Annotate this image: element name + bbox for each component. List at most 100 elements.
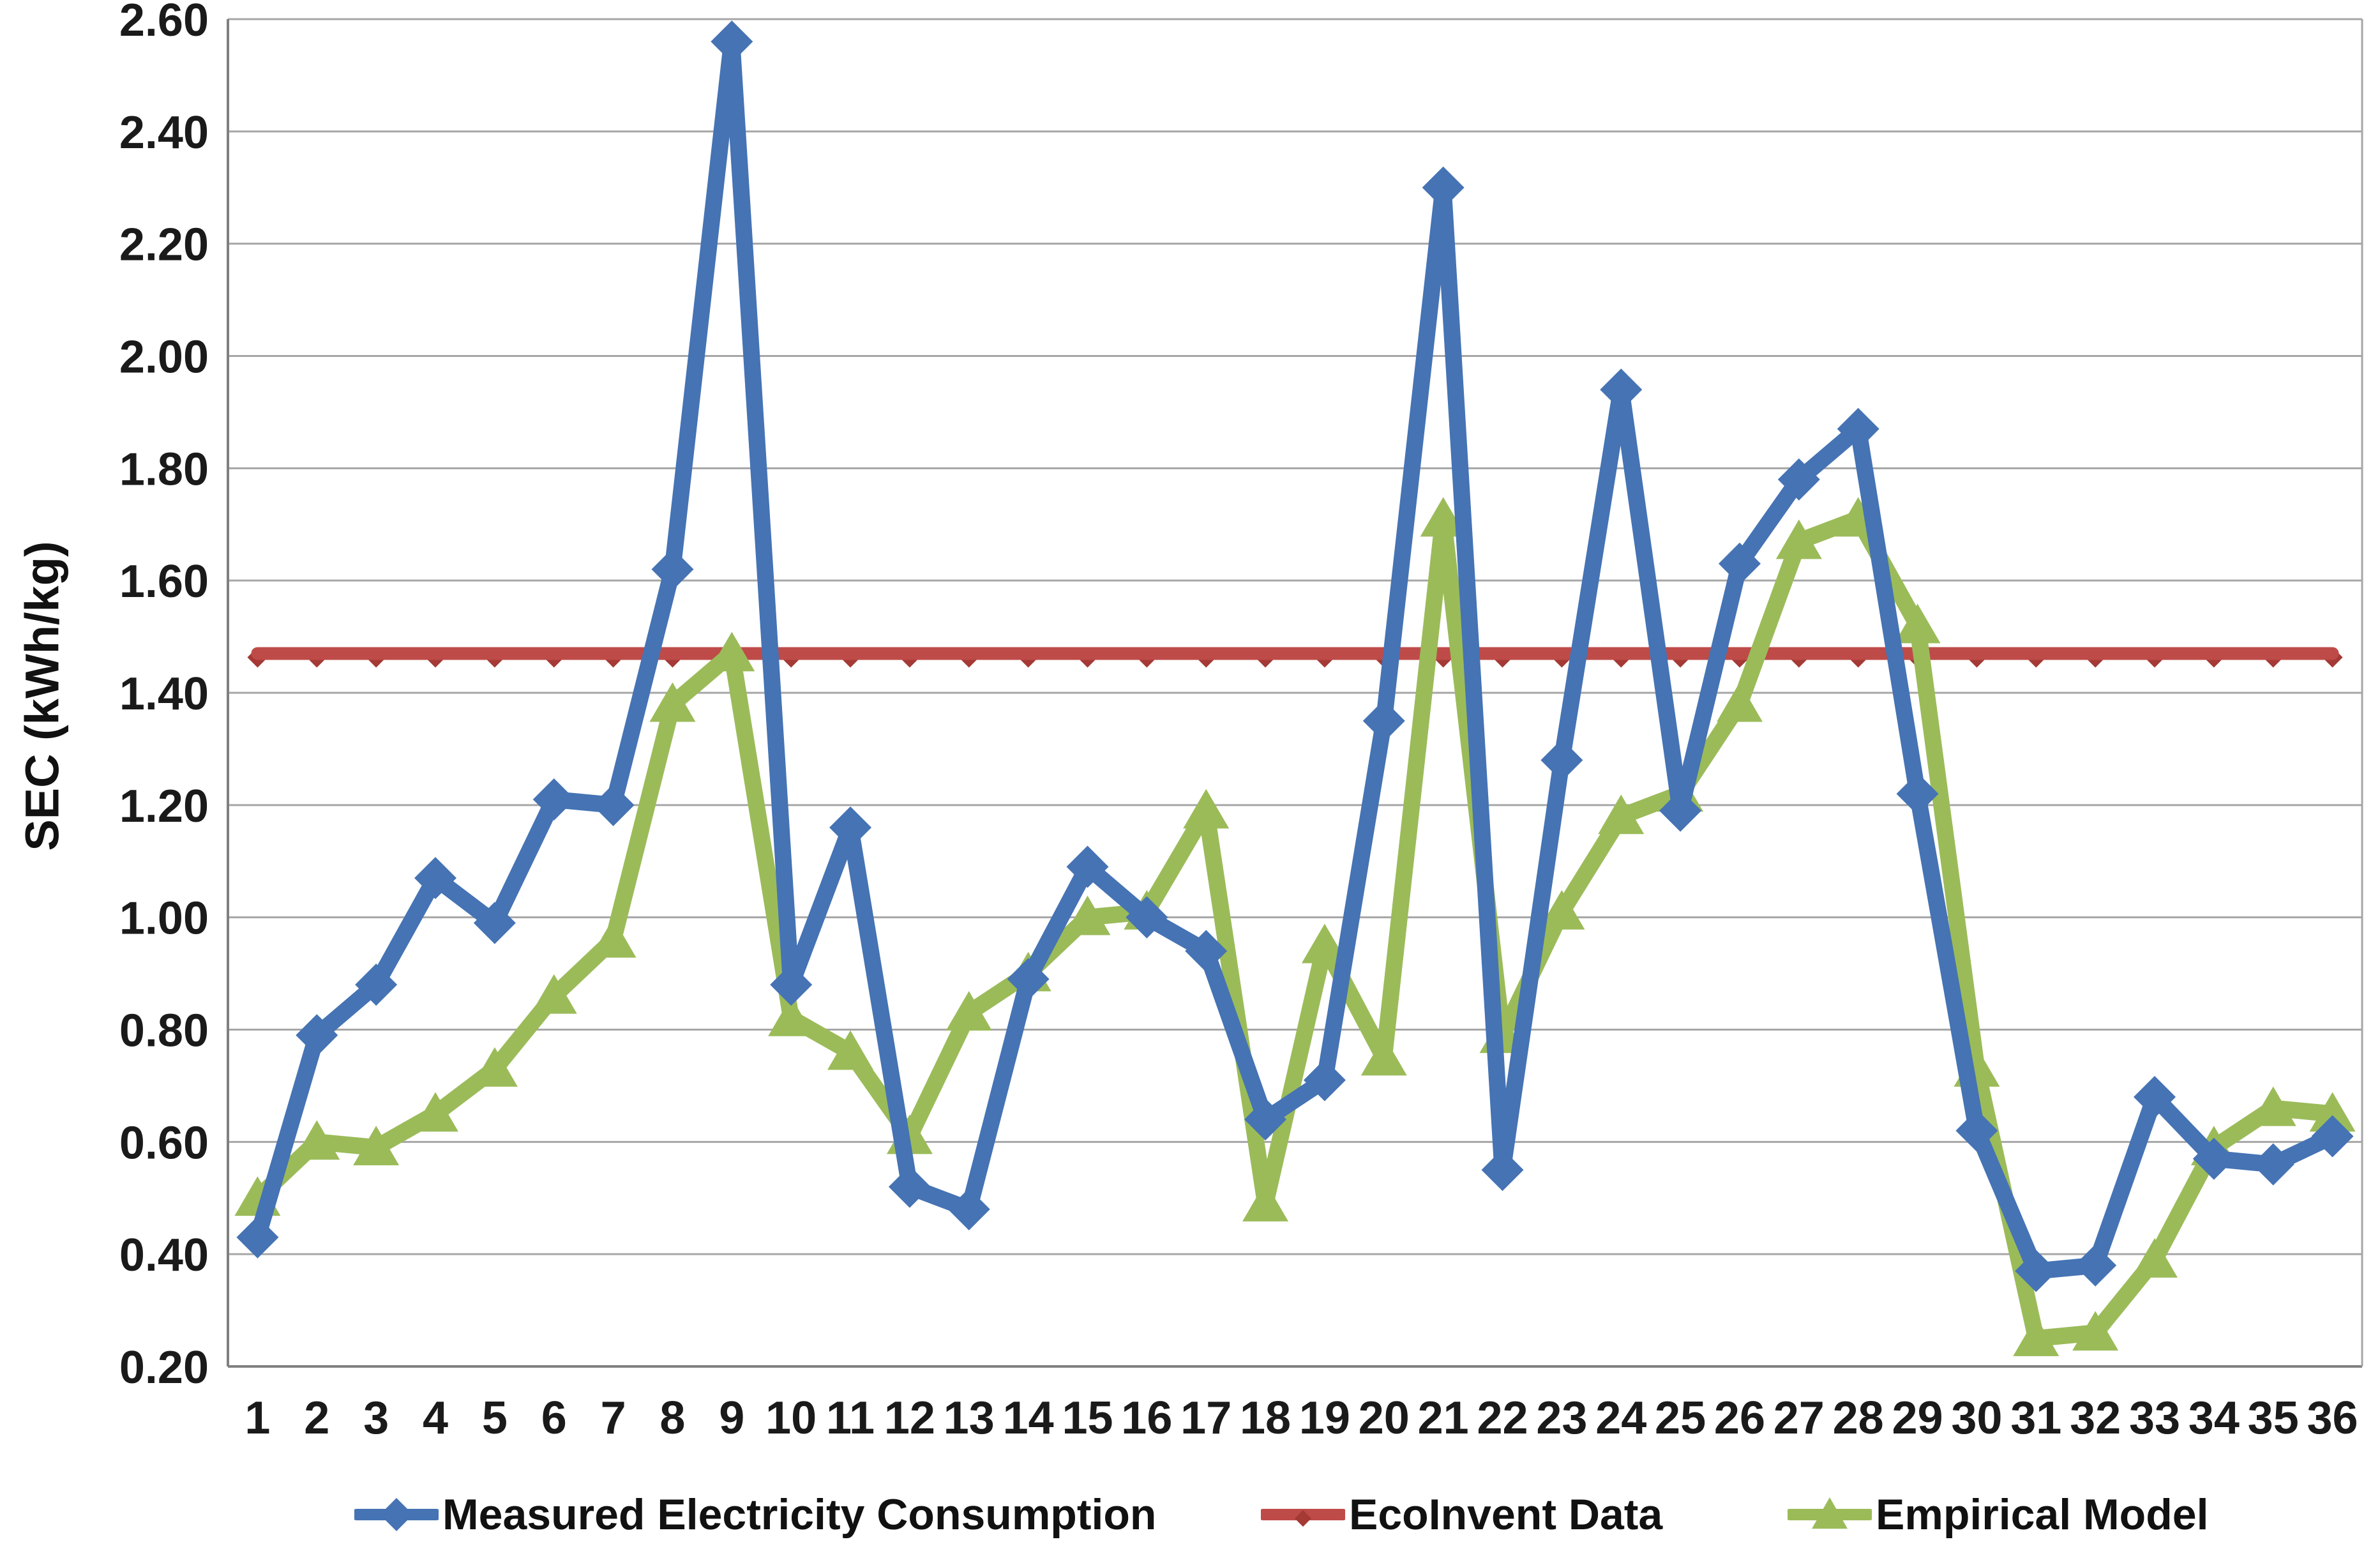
empirical-marker-triangle	[1420, 497, 1466, 537]
measured-marker-diamond	[592, 783, 635, 826]
measured-marker-diamond	[1244, 1098, 1287, 1141]
measured-marker-diamond	[1481, 1149, 1524, 1191]
y-axis-tick-labels: 0.20 0.40 0.60 0.80 1.00 1.20 1.40 1.60 1.80 2.00…	[119, 0, 209, 1393]
series-ecoinvent	[247, 647, 2343, 668]
empirical-marker-triangle	[1598, 794, 1645, 835]
x-tick-label: 25	[1655, 1393, 1706, 1444]
x-tick-label: 35	[2248, 1393, 2299, 1444]
x-tick-label: 9	[719, 1393, 744, 1444]
empirical-marker-triangle	[1775, 519, 1822, 559]
empirical-marker-triangle	[1242, 1182, 1289, 1221]
empirical-marker-triangle	[590, 918, 636, 958]
y-tick-label: 0.20	[119, 1342, 209, 1393]
legend-marker-dash-icon	[1261, 1509, 1345, 1527]
y-tick-label: 2.20	[119, 220, 209, 271]
empirical-marker-triangle	[2013, 1317, 2060, 1356]
measured-marker-diamond	[236, 1216, 279, 1259]
x-tick-label: 30	[1951, 1393, 2002, 1444]
empirical-marker-triangle	[1716, 682, 1763, 722]
y-tick-label: 0.60	[119, 1117, 209, 1168]
x-tick-label: 31	[2010, 1393, 2061, 1444]
x-tick-label: 19	[1299, 1393, 1350, 1444]
measured-marker-diamond	[355, 964, 398, 1006]
x-tick-label: 18	[1240, 1393, 1291, 1444]
x-tick-label: 2	[304, 1393, 329, 1444]
x-tick-label: 11	[826, 1393, 875, 1444]
x-tick-label: 27	[1774, 1393, 1825, 1444]
measured-marker-diamond	[1362, 699, 1405, 742]
measured-marker-diamond	[829, 806, 872, 849]
x-tick-label: 4	[423, 1393, 448, 1444]
x-tick-label: 3	[363, 1393, 389, 1444]
legend-label-ecoinvent: EcoInvent Data	[1349, 1490, 1663, 1539]
measured-marker-diamond	[2015, 1250, 2058, 1292]
x-tick-label: 12	[884, 1393, 935, 1444]
empirical-marker-triangle	[294, 1120, 340, 1160]
x-tick-label: 21	[1418, 1393, 1469, 1444]
empirical-marker-triangle	[1894, 603, 1941, 644]
y-axis-title: SEC (kWh/kg)	[15, 541, 69, 851]
legend-item-measured: Measured Electricity Consumption	[354, 1485, 1156, 1544]
measured-marker-diamond	[1955, 1109, 1998, 1152]
measured-marker-diamond	[1896, 773, 1939, 815]
measured-marker-diamond	[1007, 958, 1050, 1001]
x-tick-label: 6	[541, 1393, 567, 1444]
measured-marker-diamond	[296, 1014, 338, 1057]
gridlines	[227, 18, 2363, 1368]
measured-marker-diamond	[1126, 896, 1168, 939]
measured-marker-diamond	[1540, 739, 1583, 782]
x-tick-label: 16	[1121, 1393, 1172, 1444]
empirical-marker-triangle	[2250, 1086, 2296, 1126]
measured-marker-diamond	[473, 902, 516, 944]
series-measured	[236, 20, 2354, 1292]
measured-marker-diamond	[1600, 368, 1643, 411]
x-tick-label: 32	[2070, 1393, 2121, 1444]
y-tick-label: 1.60	[119, 556, 209, 607]
x-tick-label: 23	[1536, 1393, 1587, 1444]
empirical-marker-triangle	[2131, 1237, 2178, 1278]
empirical-marker-triangle	[2309, 1092, 2356, 1132]
measured-marker-diamond	[770, 964, 813, 1006]
measured-marker-diamond	[947, 1188, 990, 1230]
measured-marker-diamond	[1422, 166, 1465, 209]
y-tick-label: 1.00	[119, 893, 209, 944]
measured-marker-diamond	[532, 778, 575, 821]
measured-marker-diamond	[2252, 1143, 2294, 1186]
x-tick-label: 36	[2307, 1393, 2358, 1444]
x-tick-label: 1	[245, 1393, 270, 1444]
empirical-marker-triangle	[945, 991, 992, 1031]
empirical-marker-triangle	[649, 682, 696, 722]
x-tick-label: 8	[659, 1393, 685, 1444]
legend-item-ecoinvent: EcoInvent Data	[1261, 1485, 1662, 1544]
empirical-marker-triangle	[353, 1126, 400, 1166]
y-tick-label: 1.80	[119, 444, 209, 495]
y-tick-label: 2.60	[119, 0, 209, 46]
empirical-marker-triangle	[1064, 895, 1111, 935]
x-tick-label: 17	[1180, 1393, 1231, 1444]
x-tick-label: 5	[482, 1393, 508, 1444]
x-tick-label: 13	[944, 1393, 995, 1444]
x-tick-label: 15	[1062, 1393, 1113, 1444]
empirical-marker-triangle	[471, 1047, 518, 1087]
empirical-marker-triangle	[709, 632, 755, 672]
measured-marker-diamond	[1185, 930, 1228, 972]
series-empirical	[234, 497, 2356, 1356]
x-tick-label: 26	[1714, 1393, 1765, 1444]
empirical-marker-triangle	[768, 996, 815, 1036]
empirical-marker-triangle	[1301, 923, 1348, 964]
measured-marker-diamond	[1837, 407, 1879, 450]
legend-marker-triangle-icon	[1788, 1497, 1872, 1529]
x-tick-label: 20	[1359, 1393, 1410, 1444]
empirical-marker-triangle	[531, 974, 577, 1014]
measured-marker-diamond	[711, 20, 753, 63]
empirical-marker-triangle	[1183, 789, 1230, 829]
legend-label-empirical: Empirical Model	[1876, 1490, 2209, 1539]
x-tick-label: 22	[1477, 1393, 1528, 1444]
measured-marker-diamond	[2192, 1137, 2235, 1180]
empirical-marker-triangle	[2072, 1311, 2119, 1351]
measured-marker-diamond	[1303, 1059, 1346, 1101]
x-tick-label: 7	[601, 1393, 626, 1444]
measured-marker-diamond	[1066, 845, 1109, 888]
x-axis-tick-labels: 1 2 3 4 5 6 7 8 9 10 11 12 13 14 15 16 17 18 19 20 21 22 23 24 2…	[245, 1393, 2358, 1444]
